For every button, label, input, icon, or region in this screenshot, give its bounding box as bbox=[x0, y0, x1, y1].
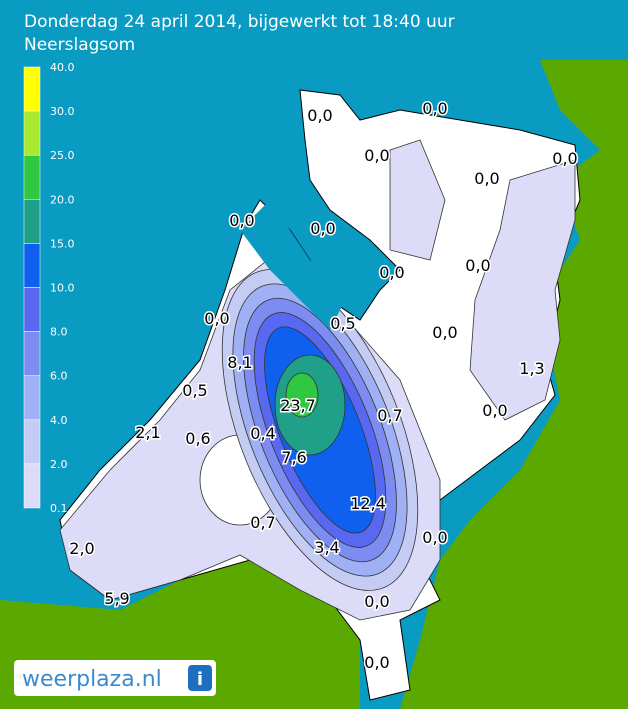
logo: weerplaza.nl bbox=[22, 667, 162, 692]
station-value: 0,0 bbox=[364, 146, 389, 165]
station-value: 0,0 bbox=[307, 106, 332, 125]
station-value: 2,0 bbox=[69, 539, 94, 558]
station-value: 2,1 bbox=[135, 423, 160, 442]
legend-swatch bbox=[23, 199, 41, 244]
station-value: 0,0 bbox=[422, 99, 447, 118]
legend-label: 8.0 bbox=[50, 326, 68, 339]
subtitle: Neerslagsom bbox=[24, 35, 135, 55]
station-value: 0,0 bbox=[474, 169, 499, 188]
station-value: 0,7 bbox=[250, 513, 275, 532]
legend-label: 0.1 bbox=[50, 502, 68, 515]
station-value: 0,0 bbox=[465, 256, 490, 275]
legend-swatch bbox=[23, 375, 41, 421]
legend-label: 2.0 bbox=[50, 458, 68, 471]
station-value: 0,5 bbox=[330, 314, 355, 333]
legend-label: 25.0 bbox=[50, 149, 75, 162]
station-value: 7,6 bbox=[281, 448, 306, 467]
legend-label: 15.0 bbox=[50, 237, 75, 250]
station-value: 0,5 bbox=[182, 381, 207, 400]
legend-swatch bbox=[23, 419, 41, 465]
labels: 0,0 0,0 0,0 0,0 0,0 0,0 0,0 0,0 0,0 0,0 0,5 0,0 8,1 1… bbox=[68, 98, 579, 674]
station-value: 23,7 bbox=[280, 396, 316, 415]
station-value: 8,1 bbox=[227, 353, 252, 372]
contour bbox=[285, 372, 319, 418]
legend-label: 10.0 bbox=[50, 282, 75, 295]
station-value: 0,0 bbox=[204, 309, 229, 328]
legend-swatch bbox=[23, 110, 41, 156]
legend-label: 6.0 bbox=[50, 370, 68, 383]
station-value: 0,0 bbox=[379, 263, 404, 282]
logo-icon-text: i bbox=[197, 669, 203, 690]
station-value: 0,6 bbox=[185, 429, 210, 448]
station-value: 1,3 bbox=[519, 359, 544, 378]
station-value: 0,0 bbox=[552, 149, 577, 168]
logo-icon bbox=[188, 665, 212, 691]
legend-swatch bbox=[23, 66, 41, 112]
legend-swatch bbox=[23, 154, 41, 200]
header-band bbox=[0, 0, 628, 60]
station-value: 0,0 bbox=[432, 323, 457, 342]
title: Donderdag 24 april 2014, bijgewerkt tot … bbox=[24, 12, 455, 32]
legend-label: 20.0 bbox=[50, 193, 75, 206]
legend: 40.0 30.0 25.0 20.0 15.0 10.0 8.0 6.0 4.0 2.0 0.1 bbox=[23, 61, 75, 515]
station-value: 0,4 bbox=[250, 424, 275, 443]
station-value: 3,4 bbox=[314, 538, 339, 557]
station-value: 0,0 bbox=[364, 653, 389, 672]
station-value: 0,0 bbox=[364, 592, 389, 611]
station-value: 0,0 bbox=[422, 528, 447, 547]
contour-east bbox=[389, 139, 446, 261]
legend-swatch bbox=[23, 243, 41, 288]
contour-east bbox=[469, 159, 576, 421]
legend-swatch bbox=[23, 463, 41, 509]
station-value: 0,0 bbox=[482, 401, 507, 420]
station-value: 0,0 bbox=[229, 211, 254, 230]
legend-label: 40.0 bbox=[50, 61, 75, 74]
station-value: 12,4 bbox=[350, 494, 386, 513]
station-value: 5,9 bbox=[104, 589, 129, 608]
legend-swatch bbox=[23, 287, 41, 332]
logo-box bbox=[14, 660, 216, 696]
station-value: 0,7 bbox=[377, 406, 402, 425]
legend-label: 30.0 bbox=[50, 105, 75, 118]
legend-label: 4.0 bbox=[50, 414, 68, 427]
legend-swatch bbox=[23, 331, 41, 376]
ijsselmeer bbox=[240, 200, 345, 330]
station-value: 0,0 bbox=[310, 219, 335, 238]
